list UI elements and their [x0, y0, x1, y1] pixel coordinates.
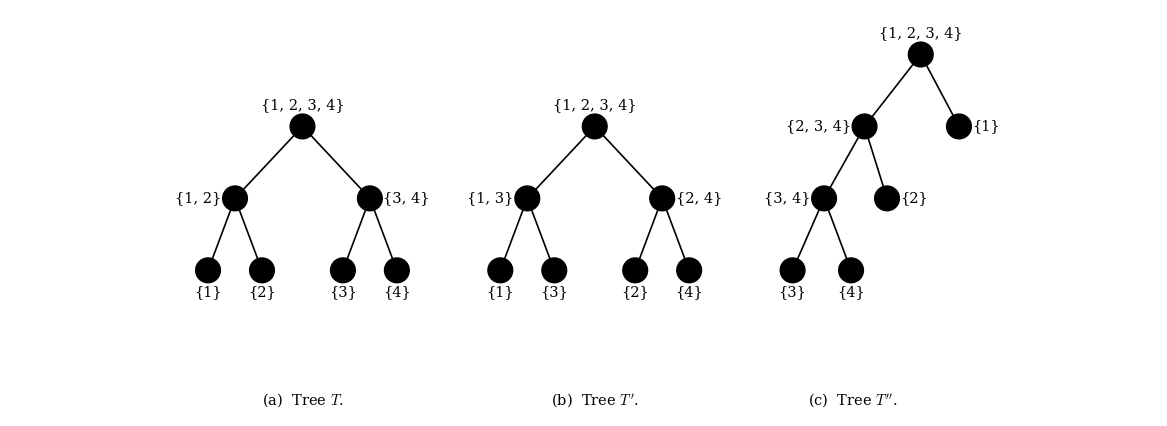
Circle shape	[677, 258, 701, 283]
Text: {2, 3, 4}: {2, 3, 4}	[785, 119, 851, 133]
Circle shape	[223, 186, 247, 211]
Circle shape	[946, 114, 971, 139]
Text: {1, 2, 3, 4}: {1, 2, 3, 4}	[879, 26, 963, 40]
Text: {2, 4}: {2, 4}	[676, 191, 722, 205]
Circle shape	[839, 258, 864, 283]
Text: {3}: {3}	[778, 285, 806, 299]
Text: {3, 4}: {3, 4}	[384, 191, 429, 205]
Circle shape	[623, 258, 648, 283]
Circle shape	[196, 258, 221, 283]
Text: {1, 3}: {1, 3}	[468, 191, 513, 205]
Text: {1, 2, 3, 4}: {1, 2, 3, 4}	[260, 98, 344, 112]
Text: (a)  Tree $T$.: (a) Tree $T$.	[261, 392, 343, 409]
Text: {1}: {1}	[972, 119, 1000, 133]
Text: {2}: {2}	[901, 191, 928, 205]
Circle shape	[250, 258, 274, 283]
Circle shape	[515, 186, 539, 211]
Text: {2}: {2}	[621, 285, 649, 299]
Text: (b)  Tree $T'$.: (b) Tree $T'$.	[551, 392, 638, 409]
Text: {3, 4}: {3, 4}	[764, 191, 811, 205]
Circle shape	[852, 114, 876, 139]
Circle shape	[874, 186, 900, 211]
Circle shape	[384, 258, 410, 283]
Circle shape	[582, 114, 607, 139]
Circle shape	[781, 258, 805, 283]
Circle shape	[291, 114, 315, 139]
Text: {4}: {4}	[383, 285, 411, 299]
Text: (c)  Tree $T''$.: (c) Tree $T''$.	[809, 392, 899, 409]
Circle shape	[357, 186, 383, 211]
Text: {3}: {3}	[329, 285, 357, 299]
Circle shape	[330, 258, 355, 283]
Text: {4}: {4}	[837, 285, 865, 299]
Text: {3}: {3}	[540, 285, 568, 299]
Text: {4}: {4}	[676, 285, 703, 299]
Text: {1, 2, 3, 4}: {1, 2, 3, 4}	[553, 98, 636, 112]
Text: {1}: {1}	[487, 285, 515, 299]
Circle shape	[541, 258, 567, 283]
Circle shape	[650, 186, 675, 211]
Circle shape	[488, 258, 512, 283]
Circle shape	[812, 186, 837, 211]
Circle shape	[908, 42, 934, 67]
Text: {1, 2}: {1, 2}	[175, 191, 222, 205]
Text: {2}: {2}	[249, 285, 275, 299]
Text: {1}: {1}	[194, 285, 222, 299]
